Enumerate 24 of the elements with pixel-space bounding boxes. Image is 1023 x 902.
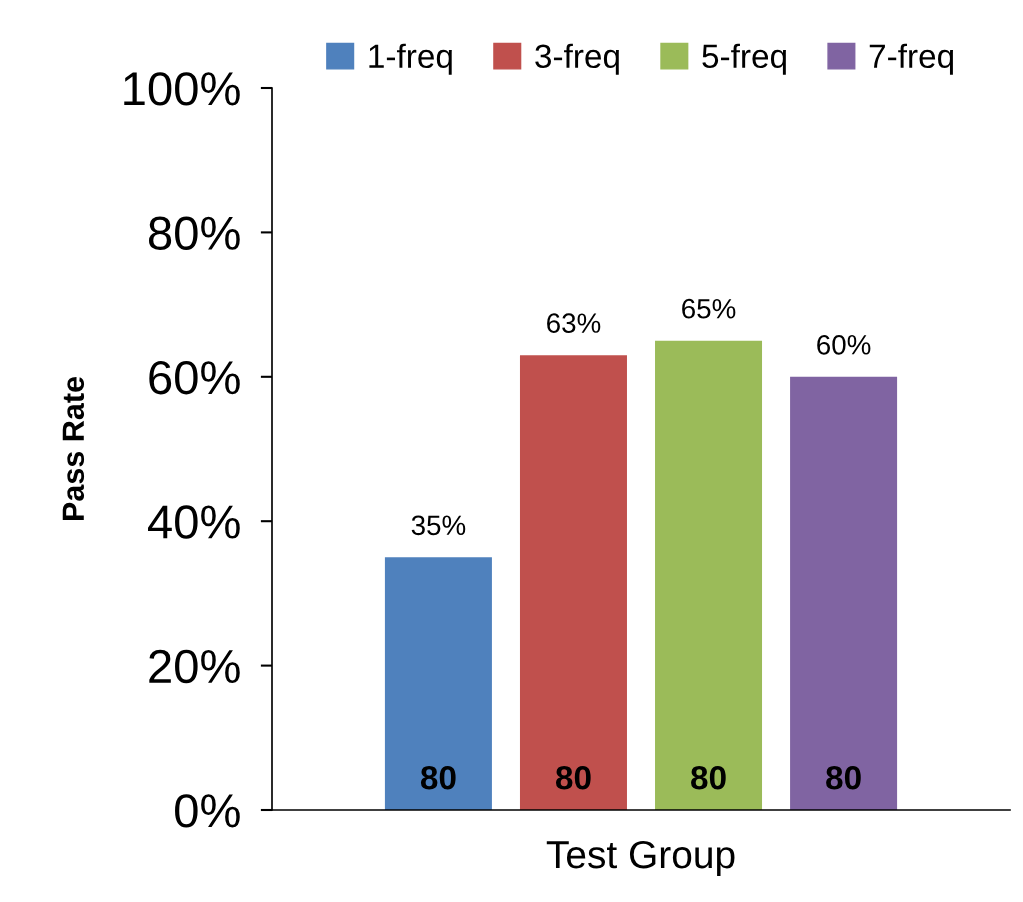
annotation: 80 [691, 765, 726, 790]
bar [655, 340, 763, 810]
y-tick-label: 60% [149, 360, 240, 395]
y-tick-label: 100% [124, 72, 240, 106]
legend-label: 3-freq [535, 43, 619, 75]
bar [519, 355, 627, 810]
x-axis-title: Test Group [546, 840, 735, 877]
legend-label: 1-freq [369, 43, 452, 75]
bar [384, 557, 492, 810]
annotation: 80 [826, 765, 861, 790]
data-label: 65% [682, 298, 736, 319]
data-label: 35% [411, 515, 466, 536]
annotation: 80 [420, 765, 456, 790]
data-label: 63% [547, 313, 601, 333]
data-label: 60% [817, 334, 871, 355]
y-tick-label: 80% [148, 216, 240, 250]
legend-label: 5-freq [702, 43, 786, 75]
y-tick-label: 0% [175, 794, 240, 828]
y-axis-title: Pass Rate [62, 377, 85, 520]
y-tick-label: 40% [148, 505, 240, 539]
annotation: 80 [555, 765, 591, 790]
legend-label: 7-freq [869, 43, 954, 75]
y-tick-label: 20% [149, 649, 240, 684]
bar [790, 376, 898, 810]
